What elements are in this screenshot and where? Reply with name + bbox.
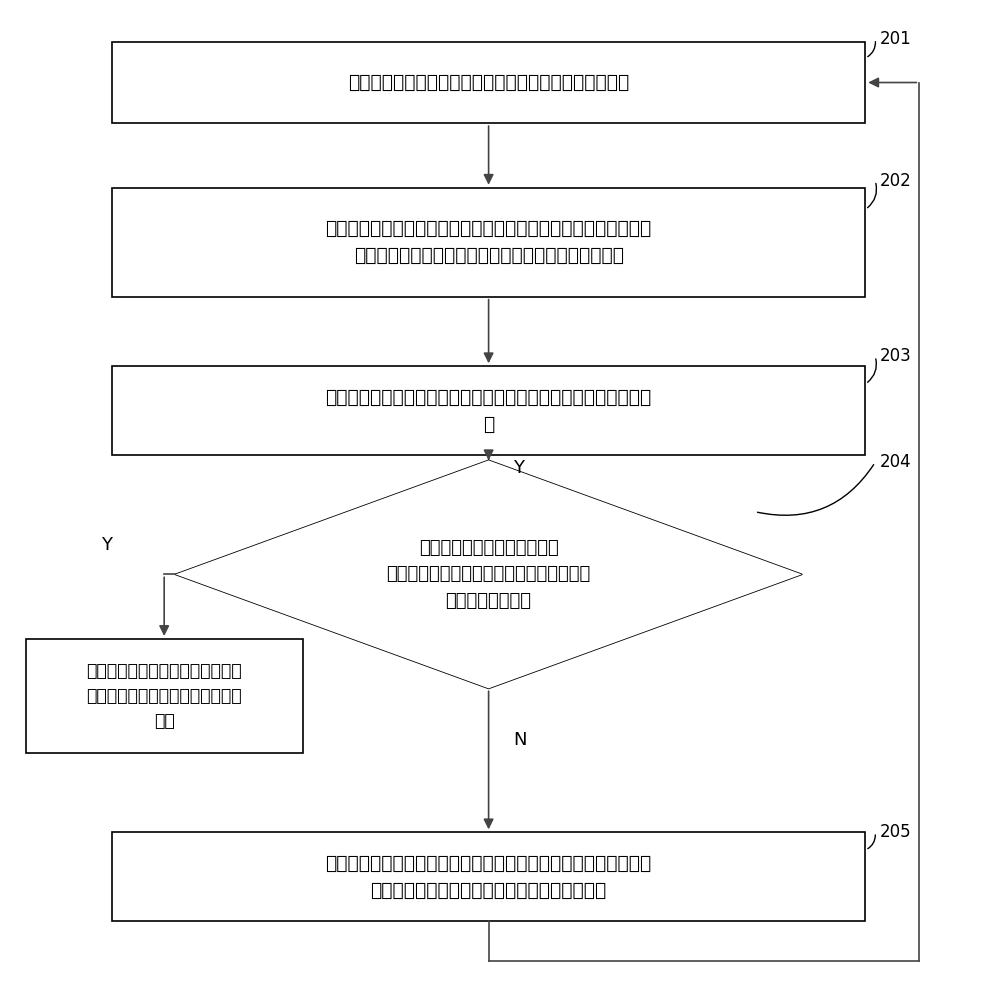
Bar — [111, 42, 865, 123]
Text: Y: Y — [513, 459, 524, 477]
Bar — [111, 366, 865, 455]
Text: 204: 204 — [880, 453, 911, 471]
Text: 将勾靶图像中的感兴趣区域与样本图像中已知的感兴趣区域进行比
对: 将勾靶图像中的感兴趣区域与样本图像中已知的感兴趣区域进行比 对 — [325, 388, 651, 433]
Text: 根据比对结果对待训练的全卷积神经网络进行参数调整，将调整后
的全卷积神经网络作为待训练的全卷积神经网络: 根据比对结果对待训练的全卷积神经网络进行参数调整，将调整后 的全卷积神经网络作为… — [325, 854, 651, 900]
Text: 输出调整后的全卷积神经网络作为
训练完成的全卷积神经网络，结束
训练: 输出调整后的全卷积神经网络作为 训练完成的全卷积神经网络，结束 训练 — [87, 662, 242, 730]
Text: 将训练样本集中的样本图像输入待训练的全卷积神经网络: 将训练样本集中的样本图像输入待训练的全卷积神经网络 — [348, 73, 629, 92]
Bar — [26, 639, 303, 753]
Bar — [111, 832, 865, 921]
Text: 经过待训练的全卷积神经网络的卷积计算，对样本图像进行感兴趣
区域勾画，获得勾画出至少一个感兴趣区域的勾靶图像: 经过待训练的全卷积神经网络的卷积计算，对样本图像进行感兴趣 区域勾画，获得勾画出… — [325, 219, 651, 265]
Text: 判断勾靶图像中的感兴趣区域
与样本图像中已知的感兴趣区域之间的误差
是否小于预设阈值: 判断勾靶图像中的感兴趣区域 与样本图像中已知的感兴趣区域之间的误差 是否小于预设… — [387, 539, 591, 610]
Text: 202: 202 — [880, 172, 911, 190]
Text: Y: Y — [102, 536, 112, 554]
Text: N: N — [513, 731, 527, 749]
Polygon shape — [176, 460, 801, 688]
Bar — [111, 188, 865, 297]
Text: 203: 203 — [880, 347, 911, 365]
Text: 201: 201 — [880, 30, 911, 48]
Text: 205: 205 — [880, 823, 911, 841]
